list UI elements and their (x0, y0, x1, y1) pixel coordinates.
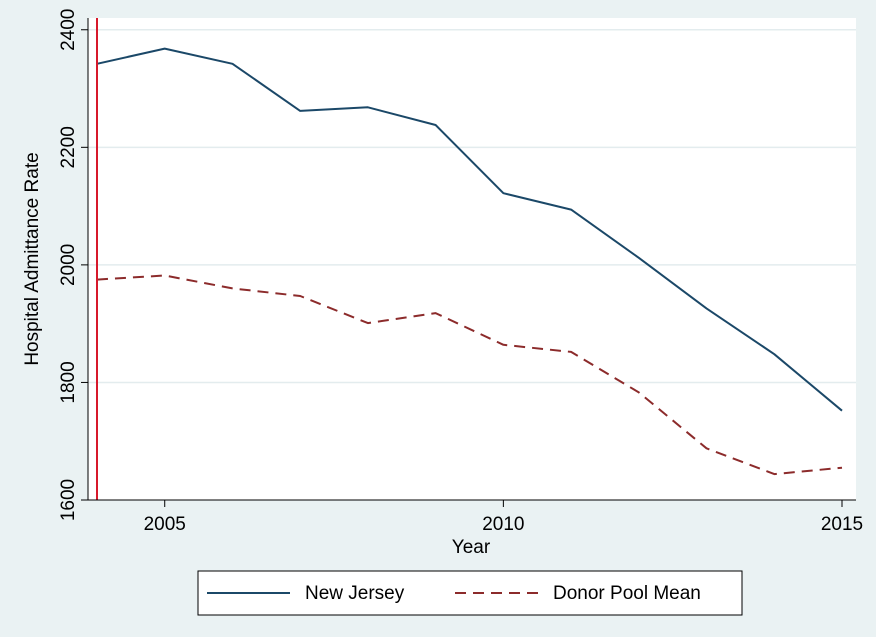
x-axis-title: Year (452, 537, 491, 558)
x-tick-label-2005: 2005 (144, 514, 186, 535)
y-tick-label-1800: 1800 (58, 361, 79, 403)
grid-lines (88, 29, 856, 384)
y-axis-title: Hospital Admittance Rate (22, 152, 43, 365)
x-tick-label-2015: 2015 (821, 514, 863, 535)
y-tick-label-1600: 1600 (58, 479, 79, 521)
legend-label-new-jersey: New Jersey (305, 583, 405, 604)
x-tick-label-2010: 2010 (482, 514, 524, 535)
legend: New Jersey Donor Pool Mean (197, 570, 743, 616)
y-axis-ticks: 1600 1800 2000 2200 2400 (58, 9, 88, 521)
legend-label-donor-pool-mean: Donor Pool Mean (553, 583, 701, 604)
y-tick-label-2000: 2000 (58, 244, 79, 286)
y-tick-label-2400: 2400 (58, 9, 79, 51)
y-tick-label-2200: 2200 (58, 126, 79, 168)
series-lines (96, 47, 843, 476)
plot-area (88, 18, 856, 500)
series-line-donor-pool-mean (96, 274, 843, 476)
x-axis-ticks: 2005 2010 2015 (144, 500, 863, 535)
legend-box (197, 570, 743, 616)
series-line-new-jersey (96, 47, 843, 412)
